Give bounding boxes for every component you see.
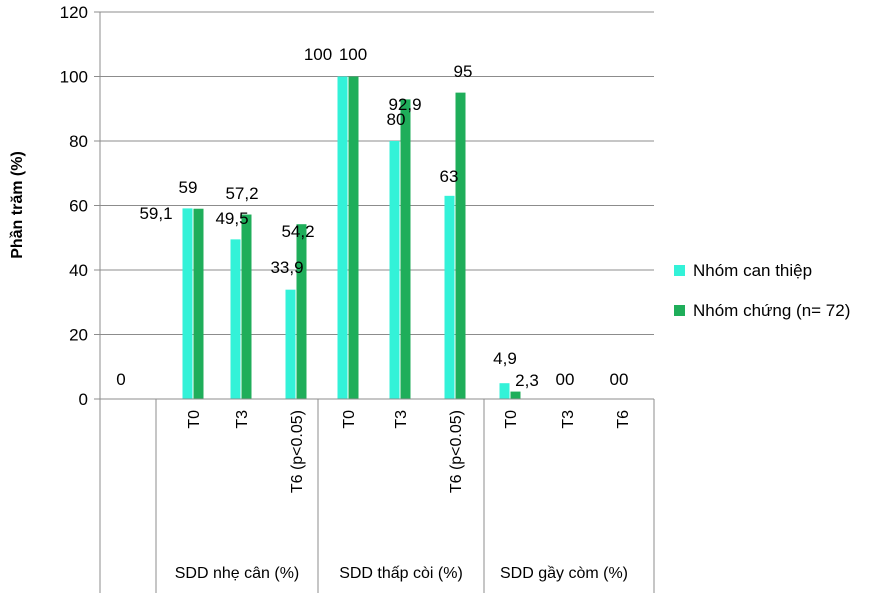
bar-series-1 bbox=[337, 76, 348, 399]
bar-series-1 bbox=[444, 195, 455, 399]
legend-swatch bbox=[674, 265, 685, 276]
category-label: T6 bbox=[615, 410, 632, 429]
bar-series-1 bbox=[499, 383, 510, 399]
bar-series-2 bbox=[348, 76, 359, 399]
y-tick-label: 120 bbox=[60, 3, 88, 22]
legend: Nhóm can thiệp Nhóm chứng (n= 72) bbox=[674, 261, 850, 320]
y-tick-label: 40 bbox=[69, 261, 88, 280]
y-tick-label: 0 bbox=[79, 390, 88, 409]
group-label: SDD thấp còi (%) bbox=[339, 565, 463, 582]
data-label: 2,3 bbox=[515, 371, 539, 390]
bar-series-1 bbox=[389, 141, 400, 399]
category-label: T0 bbox=[503, 410, 520, 429]
category-label: T0 bbox=[186, 410, 203, 429]
data-label: 0 bbox=[116, 370, 125, 389]
bar-series-2 bbox=[400, 99, 411, 400]
data-label: 54,2 bbox=[281, 222, 314, 241]
group-labels: SDD nhẹ cân (%) SDD thấp còi (%) SDD gầy c… bbox=[175, 565, 628, 582]
category-label: T3 bbox=[234, 410, 251, 429]
data-label: 63 bbox=[440, 167, 459, 186]
data-label: 59,1 bbox=[139, 204, 172, 223]
data-label: 57,2 bbox=[225, 184, 258, 203]
data-label: 0 bbox=[556, 370, 565, 389]
category-label: T6 (p<0.05) bbox=[448, 410, 465, 493]
bar-series-2 bbox=[193, 208, 204, 399]
category-labels: T0 T3 T6 (p<0.05) T0 T3 T6 (p<0.05) T0 T3 T6 bbox=[186, 410, 632, 493]
axes bbox=[99, 12, 655, 593]
bars bbox=[182, 76, 521, 400]
data-label: 95 bbox=[454, 62, 473, 81]
data-label: 92,9 bbox=[388, 95, 421, 114]
y-tick-label: 60 bbox=[69, 197, 88, 216]
data-label: 0 bbox=[619, 370, 628, 389]
legend-swatch bbox=[674, 305, 685, 316]
category-label: T3 bbox=[393, 410, 410, 429]
data-label: 100 bbox=[304, 45, 332, 64]
y-tick-label: 100 bbox=[60, 68, 88, 87]
data-label: 0 bbox=[565, 370, 574, 389]
y-tick-label: 20 bbox=[69, 326, 88, 345]
data-label: 49,5 bbox=[215, 209, 248, 228]
group-label: SDD nhẹ cân (%) bbox=[175, 565, 300, 582]
y-tick-label: 80 bbox=[69, 132, 88, 151]
data-label: 59 bbox=[179, 178, 198, 197]
category-label: T3 bbox=[560, 410, 577, 429]
bar-series-1 bbox=[182, 208, 193, 399]
category-label: T6 (p<0.05) bbox=[289, 410, 306, 493]
bar-series-2 bbox=[510, 391, 521, 399]
group-label: SDD gầy còm (%) bbox=[500, 565, 628, 582]
data-label: 4,9 bbox=[493, 349, 517, 368]
bar-series-2 bbox=[296, 224, 307, 399]
legend-label: Nhóm chứng (n= 72) bbox=[693, 301, 850, 320]
y-axis-label: Phần trăm (%) bbox=[9, 151, 26, 259]
data-label: 33,9 bbox=[270, 258, 303, 277]
y-axis-ticks: 0 20 40 60 80 100 120 bbox=[60, 3, 100, 409]
bar-series-1 bbox=[285, 289, 296, 399]
data-label: 0 bbox=[610, 370, 619, 389]
data-label: 80 bbox=[387, 110, 406, 129]
bar-series-2 bbox=[241, 214, 252, 399]
legend-label: Nhóm can thiệp bbox=[693, 261, 812, 280]
data-label: 100 bbox=[339, 45, 367, 64]
bar-series-2 bbox=[455, 92, 466, 399]
bar-series-1 bbox=[230, 239, 241, 399]
category-label: T0 bbox=[341, 410, 358, 429]
